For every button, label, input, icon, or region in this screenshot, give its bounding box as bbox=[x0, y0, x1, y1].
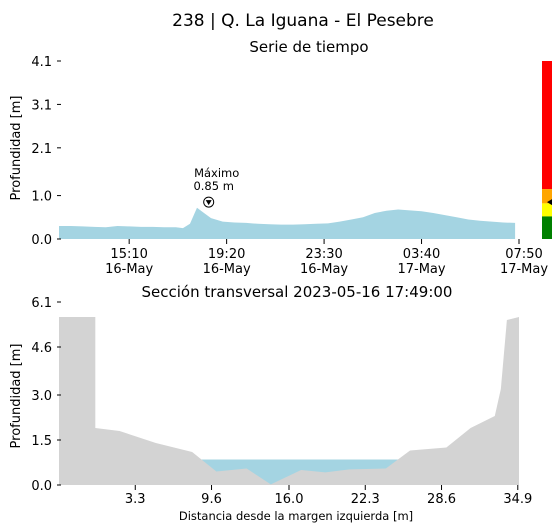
cs-x-tick-label-4: 28.6 bbox=[427, 492, 456, 507]
time-series-x-ticks: 15:1016-May19:2016-May23:3016-May03:4017… bbox=[105, 239, 548, 277]
cs-y-tick-label-1: 1.5 bbox=[31, 434, 52, 449]
time-series-y-ticks: 0.0 1.0 2.1 3.1 4.1 bbox=[31, 55, 61, 248]
cross-section-area bbox=[59, 317, 519, 485]
max-marker-triangle-icon bbox=[205, 200, 212, 206]
cross-section-ylabel: Profundidad [m] bbox=[9, 344, 24, 449]
depth-series-area bbox=[59, 207, 516, 239]
cs-x-tick-label-1: 9.6 bbox=[201, 492, 222, 507]
x-tick-date-2: 16-May bbox=[300, 262, 348, 277]
x-tick-time-3: 03:40 bbox=[403, 247, 440, 262]
time-series-title: Serie de tiempo bbox=[249, 38, 368, 56]
cs-y-tick-label-4: 6.1 bbox=[31, 296, 52, 311]
max-annotation-label: Máximo bbox=[194, 166, 239, 180]
x-tick-time-0: 15:10 bbox=[110, 247, 147, 262]
y-tick-label-3: 3.1 bbox=[31, 98, 52, 113]
cross-section-xlabel: Distancia desde la margen izquierda [m] bbox=[179, 509, 413, 523]
x-tick-date-1: 16-May bbox=[203, 262, 251, 277]
max-annotation: Máximo 0.85 m bbox=[193, 166, 239, 208]
x-tick-time-2: 23:30 bbox=[305, 247, 342, 262]
cross-section-x-ticks: 3.3 9.6 16.0 22.3 28.6 34.9 bbox=[125, 485, 532, 507]
time-series-chart: Serie de tiempo Profundidad [m] 0.0 1.0 2.… bbox=[9, 38, 552, 277]
cs-x-tick-label-5: 34.9 bbox=[503, 492, 532, 507]
max-annotation-value: 0.85 m bbox=[193, 179, 233, 193]
max-marker bbox=[203, 196, 215, 208]
y-tick-label-4: 4.1 bbox=[31, 55, 52, 70]
x-tick-date-3: 17-May bbox=[397, 262, 445, 277]
terrain-profile-area bbox=[59, 317, 519, 485]
color-band-2 bbox=[542, 203, 552, 217]
color-band-1 bbox=[542, 189, 552, 204]
y-tick-label-2: 2.1 bbox=[31, 142, 52, 157]
cross-section-chart: Sección transversal 2023-05-16 17:49:00 … bbox=[9, 283, 532, 523]
time-series-area bbox=[59, 207, 516, 239]
alert-color-bar bbox=[542, 61, 552, 239]
color-band-3 bbox=[542, 216, 552, 239]
cs-x-tick-label-2: 16.0 bbox=[275, 492, 304, 507]
time-series-ylabel: Profundidad [m] bbox=[9, 96, 24, 201]
page-title: 238 | Q. La Iguana - El Pesebre bbox=[172, 11, 434, 31]
cs-y-tick-label-3: 4.6 bbox=[31, 341, 52, 356]
x-tick-time-4: 07:50 bbox=[505, 247, 542, 262]
color-band-0 bbox=[542, 61, 552, 190]
cs-y-tick-label-0: 0.0 bbox=[31, 479, 52, 494]
y-tick-label-1: 1.0 bbox=[31, 190, 52, 205]
cross-section-title: Sección transversal 2023-05-16 17:49:00 bbox=[142, 283, 453, 301]
level-pointer-icon bbox=[547, 199, 552, 206]
cs-y-tick-label-2: 3.0 bbox=[31, 389, 52, 404]
cross-section-y-ticks: 0.0 1.5 3.0 4.6 6.1 bbox=[31, 296, 61, 494]
x-tick-time-1: 19:20 bbox=[208, 247, 245, 262]
cs-x-tick-label-0: 3.3 bbox=[125, 492, 146, 507]
y-tick-label-0: 0.0 bbox=[31, 233, 52, 248]
x-tick-date-4: 17-May bbox=[500, 262, 548, 277]
x-tick-date-0: 16-May bbox=[105, 262, 153, 277]
cs-x-tick-label-3: 22.3 bbox=[351, 492, 380, 507]
